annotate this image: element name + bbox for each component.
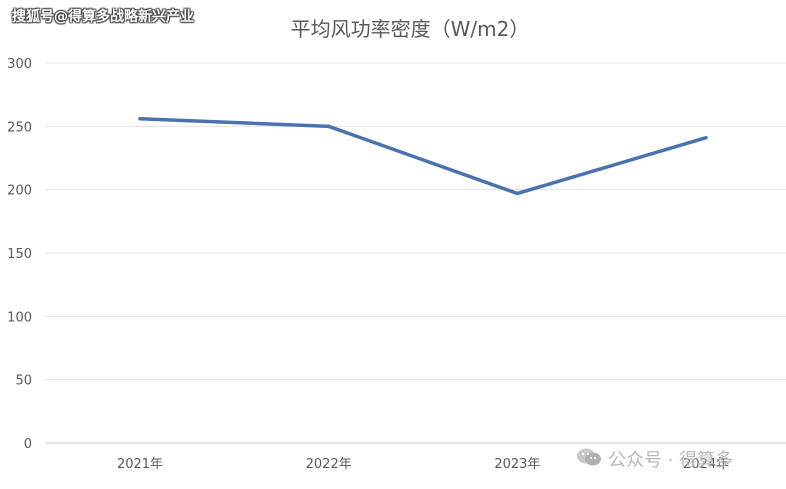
y-tick-label: 0 <box>24 437 32 452</box>
y-tick-label: 250 <box>7 120 32 135</box>
x-tick-label: 2021年 <box>117 457 163 472</box>
data-point <box>704 136 708 140</box>
x-tick-label: 2022年 <box>306 457 352 472</box>
data-point <box>138 117 142 121</box>
x-tick-label: 2024年 <box>683 457 729 472</box>
data-point <box>327 124 331 128</box>
y-axis: 0 50 100 150 200 250 300 <box>7 57 32 452</box>
x-tick-label: 2023年 <box>494 457 540 472</box>
y-tick-label: 200 <box>7 184 32 199</box>
wechat-account-text: 公众号 · 得算多 <box>608 450 734 471</box>
chart-title: 平均风功率密度（W/m2） <box>291 17 530 41</box>
x-axis: 2021年 2022年 2023年 2024年 <box>117 457 729 472</box>
y-tick-label: 100 <box>7 310 32 325</box>
gridlines <box>46 62 786 444</box>
wechat-watermark: 公众号 · 得算多 <box>576 446 733 472</box>
watermark-text: 搜狐号@得算多战略新兴产业 <box>12 9 194 25</box>
wechat-icon <box>576 447 602 472</box>
series-line <box>138 116 708 196</box>
y-tick-label: 150 <box>7 247 32 262</box>
series-group <box>138 116 708 196</box>
y-tick-label: 300 <box>7 57 32 72</box>
y-tick-label: 50 <box>15 374 32 389</box>
data-point <box>515 191 519 195</box>
